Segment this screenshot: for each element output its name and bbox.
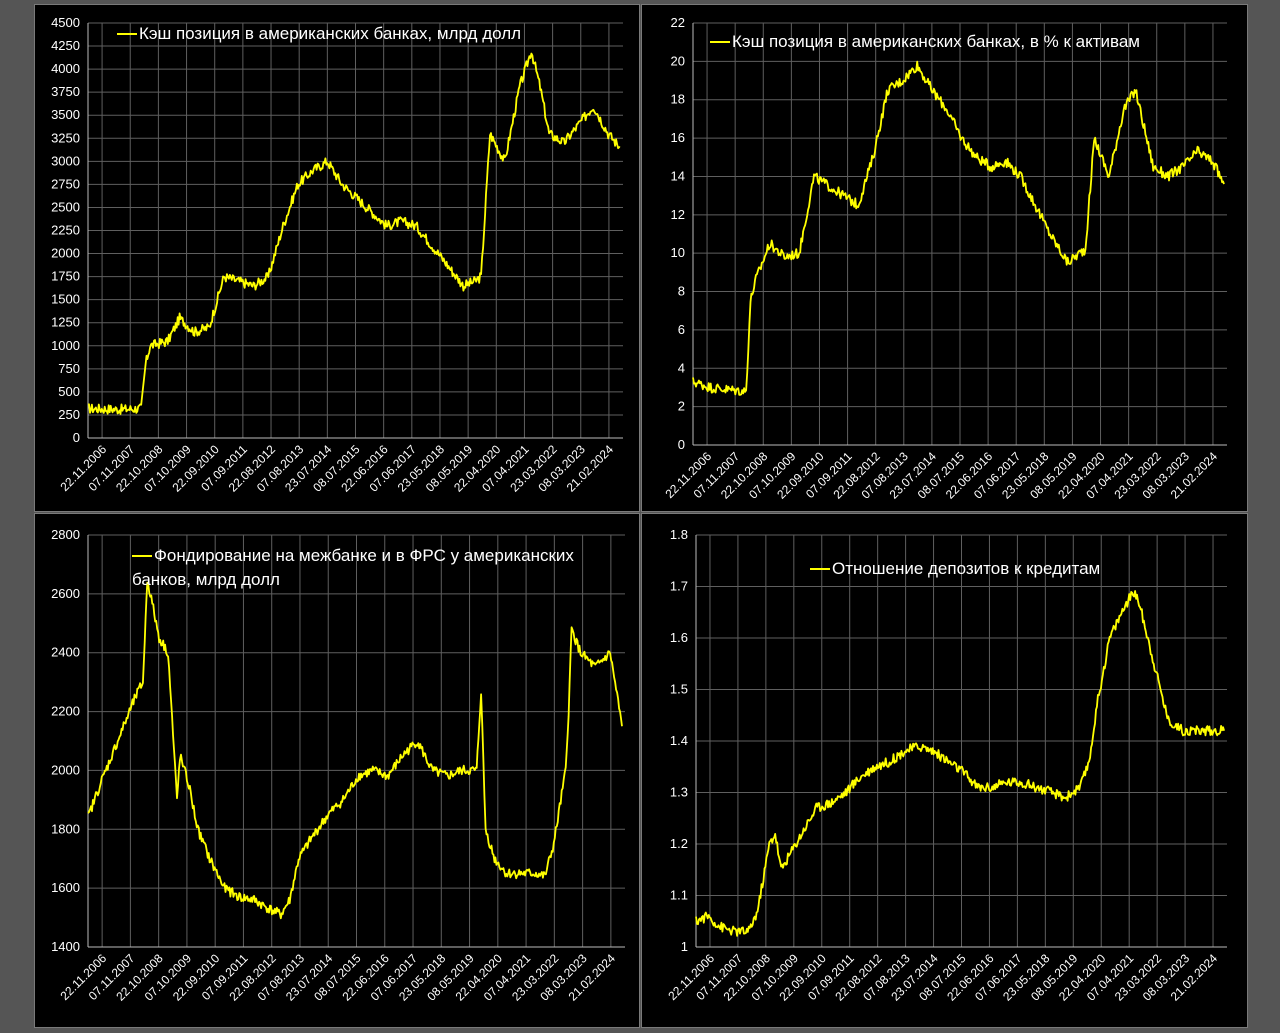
- y-tick-label: 1: [681, 939, 688, 954]
- y-tick-label: 1.1: [670, 888, 688, 903]
- y-tick-label: 10: [671, 245, 685, 260]
- y-tick-label: 4250: [51, 38, 80, 53]
- y-tick-label: 1.3: [670, 785, 688, 800]
- y-tick-label: 20: [671, 53, 685, 68]
- y-tick-label: 4: [678, 360, 685, 375]
- chart-panel-cash-percent: 0 2 4 6 8 10 12 14 16 18 20 22 22.11.2006 07.11.2007 2…: [641, 4, 1248, 512]
- chart-cash-percent: 024681012141618202222.11.200607.11.20072…: [662, 15, 1227, 502]
- y-tick-label: 2000: [51, 762, 80, 777]
- legend-label: банков, млрд долл: [132, 570, 280, 589]
- y-tick-label: 1250: [51, 315, 80, 330]
- y-tick-label: 1.4: [670, 733, 688, 748]
- y-tick-label: 750: [58, 361, 80, 376]
- y-tick-label: 22: [671, 15, 685, 30]
- y-tick-label: 2: [678, 399, 685, 414]
- y-tick-label: 1400: [51, 939, 80, 954]
- y-tick-label: 4000: [51, 61, 80, 76]
- y-tick-label: 2200: [51, 704, 80, 719]
- series-line: [692, 60, 1225, 396]
- chart-cash-billions: 0 250 500 750 1000 1250 1500 1750 2000 2250 2500 27…: [51, 15, 623, 495]
- y-tick-label: 0: [73, 430, 80, 445]
- series-line: [87, 581, 623, 920]
- y-tick-label: 0: [678, 437, 685, 452]
- legend-label: Кэш позиция в американских банках, в % к…: [732, 32, 1140, 51]
- y-tick-label: 250: [58, 407, 80, 422]
- y-tick-label: 2750: [51, 176, 80, 191]
- y-tick-label: 3250: [51, 130, 80, 145]
- y-tick-label: 1750: [51, 269, 80, 284]
- legend-label: Кэш позиция в американских банках, млрд …: [139, 24, 521, 43]
- y-tick-label: 500: [58, 384, 80, 399]
- y-tick-label: 18: [671, 92, 685, 107]
- y-tick-label: 2800: [51, 527, 80, 542]
- y-tick-label: 12: [671, 207, 685, 222]
- y-tick-label: 1.6: [670, 630, 688, 645]
- legend-label: Отношение депозитов к кредитам: [832, 559, 1100, 578]
- chart-panel-cash-billions: 0 250 500 750 1000 1250 1500 1750 2000 2250 2500 27…: [34, 4, 640, 512]
- y-tick-label: 2500: [51, 199, 80, 214]
- y-tick-label: 14: [671, 168, 685, 183]
- chart-panel-deposit-loan-ratio: 1 1.1 1.2 1.3 1.4 1.5 1.6 1.7 1.8 22.11.2006 07.11…: [641, 513, 1248, 1028]
- series-line: [87, 52, 621, 415]
- y-tick-label: 4500: [51, 15, 80, 30]
- y-tick-label: 3000: [51, 153, 80, 168]
- y-tick-label: 2250: [51, 223, 80, 238]
- y-tick-label: 16: [671, 130, 685, 145]
- series-line: [695, 590, 1225, 937]
- legend-label: Фондирование на межбанке и в ФРС у амери…: [154, 546, 574, 565]
- y-tick-label: 6: [678, 322, 685, 337]
- chart-deposit-loan-ratio: 11.11.21.31.41.51.61.71.822.11.200607.11…: [665, 527, 1227, 1004]
- y-tick-label: 3500: [51, 107, 80, 122]
- y-tick-label: 1.8: [670, 527, 688, 542]
- chart-panel-funding: 1400 1600 1800 2000 2200 2400 2600 2800 22.11.20…: [34, 513, 640, 1028]
- y-tick-label: 3750: [51, 84, 80, 99]
- y-tick-label: 2000: [51, 246, 80, 261]
- y-tick-label: 2400: [51, 645, 80, 660]
- chart-funding: 1400160018002000220024002600280022.11.20…: [51, 527, 625, 1004]
- y-tick-label: 1600: [51, 880, 80, 895]
- y-tick-label: 1000: [51, 338, 80, 353]
- y-tick-label: 1.5: [670, 682, 688, 697]
- y-tick-label: 1500: [51, 292, 80, 307]
- y-tick-label: 1800: [51, 821, 80, 836]
- y-tick-label: 8: [678, 284, 685, 299]
- y-tick-label: 2600: [51, 586, 80, 601]
- y-tick-label: 1.7: [670, 579, 688, 594]
- y-tick-label: 1.2: [670, 836, 688, 851]
